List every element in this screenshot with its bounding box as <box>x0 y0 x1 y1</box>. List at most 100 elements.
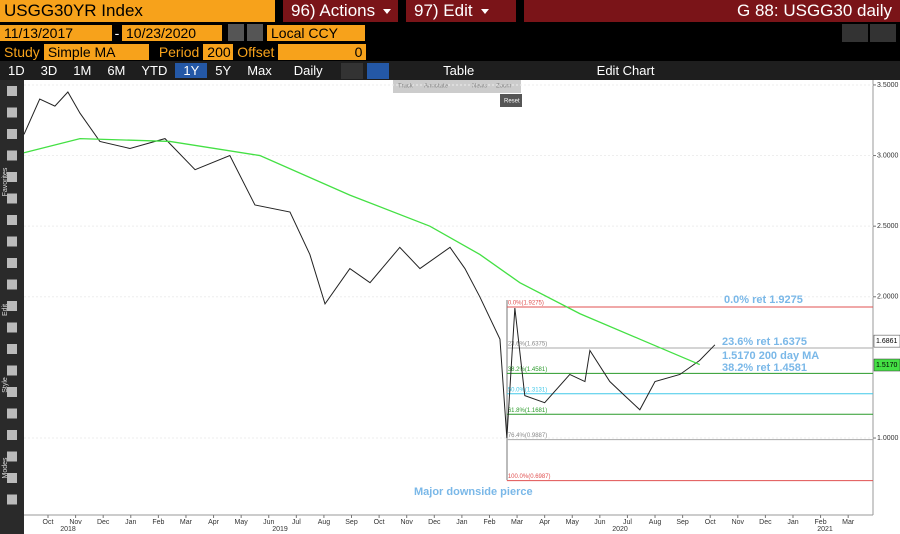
mini-button: Track <box>398 84 414 90</box>
x-tick-label: Dec <box>428 519 441 526</box>
study-label: Study <box>4 43 40 60</box>
annotation: 23.6% ret 1.6375 <box>722 336 807 348</box>
y-tick-label: 2.5000 <box>877 223 899 230</box>
tool-icon <box>7 129 17 139</box>
x-tick-label: Mar <box>842 519 855 526</box>
tool-icon <box>7 494 17 505</box>
annotation: Major downside pierce <box>414 486 533 498</box>
retracement-label: 38.2%(1.4581) <box>508 367 547 373</box>
tool-icon <box>7 215 17 225</box>
period[interactable]: 200 <box>203 43 234 60</box>
range-button[interactable]: 3D <box>40 63 58 78</box>
y-tick-label: 1.0000 <box>877 435 899 442</box>
annotation: 1.5170 200 day MA <box>722 350 819 362</box>
price-tag <box>873 358 900 372</box>
x-tick-label: Dec <box>97 519 110 526</box>
offset-label: Offset <box>237 43 275 60</box>
currency[interactable]: Local CCY <box>267 24 365 41</box>
study[interactable]: Simple MA <box>43 43 149 60</box>
x-tick-label: Jun <box>263 519 274 526</box>
tool-icon <box>7 430 17 440</box>
year-label: 2020 <box>612 526 628 533</box>
range-button[interactable]: 5Y <box>215 63 232 78</box>
tool-icon <box>7 258 17 268</box>
tool-icon <box>7 408 17 419</box>
redo-button[interactable] <box>870 23 896 42</box>
x-tick-label: May <box>566 519 580 526</box>
range-button[interactable]: 6M <box>107 63 126 78</box>
range-button[interactable]: 1D <box>8 63 25 78</box>
range-button[interactable]: 1Y <box>175 63 208 78</box>
title-bar: USGG30YR Index 96) Actions 97) Edit G 88… <box>0 0 900 22</box>
edit-label: 97) Edit <box>414 1 473 20</box>
x-tick-label: Oct <box>43 519 54 526</box>
date-separator: - <box>114 24 120 41</box>
x-tick-label: Apr <box>539 519 551 526</box>
price-tag <box>873 334 900 348</box>
year-label: 2019 <box>272 526 288 533</box>
edit-chart-button[interactable]: Edit Chart <box>596 63 655 78</box>
edit-menu[interactable]: 97) Edit <box>406 0 516 22</box>
x-tick-label: Mar <box>180 519 193 526</box>
mini-button: News <box>472 84 487 90</box>
x-tick-label: Oct <box>374 519 385 526</box>
side-label: Favorites <box>2 167 9 196</box>
offset[interactable]: 0 <box>278 43 367 60</box>
x-tick-label: Aug <box>318 519 331 526</box>
line-tool[interactable] <box>340 62 363 79</box>
x-tick-label: Apr <box>208 519 220 526</box>
tool-icon <box>7 193 17 204</box>
tool-icon <box>7 344 17 354</box>
price-line <box>23 91 716 439</box>
tool-icon <box>7 473 17 483</box>
next-button[interactable] <box>247 24 263 41</box>
x-tick-label: Jul <box>623 519 632 526</box>
table-button[interactable]: Table <box>443 63 475 78</box>
x-tick-label: Dec <box>759 519 772 526</box>
tool-icon <box>7 301 17 311</box>
moving-average-line <box>23 137 700 366</box>
start-date[interactable]: 11/13/2017 <box>0 24 112 41</box>
chart: Favorites Edit Style Modes Track Annotate News… <box>0 80 900 534</box>
range-button[interactable]: YTD <box>141 63 168 78</box>
year-label: 2018 <box>60 526 76 533</box>
prev-button[interactable] <box>228 24 244 41</box>
annotation: 38.2% ret 1.4581 <box>722 362 807 374</box>
year-label: 2021 <box>817 526 833 533</box>
tool-icon <box>7 86 17 96</box>
x-tick-label: Jul <box>292 519 301 526</box>
end-date[interactable]: 10/23/2020 <box>122 24 222 41</box>
x-tick-label: Nov <box>400 519 413 526</box>
range-button[interactable]: 1M <box>73 63 92 78</box>
mini-toolbar <box>393 80 521 93</box>
annotation: 0.0% ret 1.9275 <box>724 294 803 306</box>
undo-button[interactable] <box>842 23 868 42</box>
x-tick-label: Feb <box>483 519 495 526</box>
x-tick-label: May <box>235 519 249 526</box>
actions-menu[interactable]: 96) Actions <box>283 0 398 22</box>
retracement-label: 50.0%(1.3131) <box>508 387 547 393</box>
tool-icon <box>7 365 17 376</box>
period-label: Period <box>158 43 200 60</box>
x-tick-label: Jan <box>456 519 467 526</box>
retracement-label: 61.8%(1.1681) <box>508 408 547 414</box>
retracement-label: 76.4%(0.9887) <box>508 433 547 439</box>
x-tick-label: Oct <box>705 519 716 526</box>
tool-icon <box>7 172 17 182</box>
side-label: Edit <box>2 304 9 316</box>
tool-icon <box>7 322 17 333</box>
frequency[interactable]: Daily <box>293 63 323 78</box>
bar-tool[interactable] <box>366 62 389 79</box>
mini-button: Annotate <box>424 84 449 90</box>
x-tick-label: Sep <box>676 519 689 526</box>
actions-label: 96) Actions <box>291 1 376 20</box>
ticker[interactable]: USGG30YR Index <box>0 0 275 22</box>
side-label: Style <box>2 377 9 393</box>
retracement-label: 100.0%(0.6987) <box>508 474 551 480</box>
x-tick-label: Jun <box>594 519 605 526</box>
y-tick-label: 3.0000 <box>877 152 899 159</box>
range-button[interactable]: Max <box>247 63 272 78</box>
x-tick-label: Sep <box>345 519 358 526</box>
x-tick-label: Jan <box>787 519 798 526</box>
